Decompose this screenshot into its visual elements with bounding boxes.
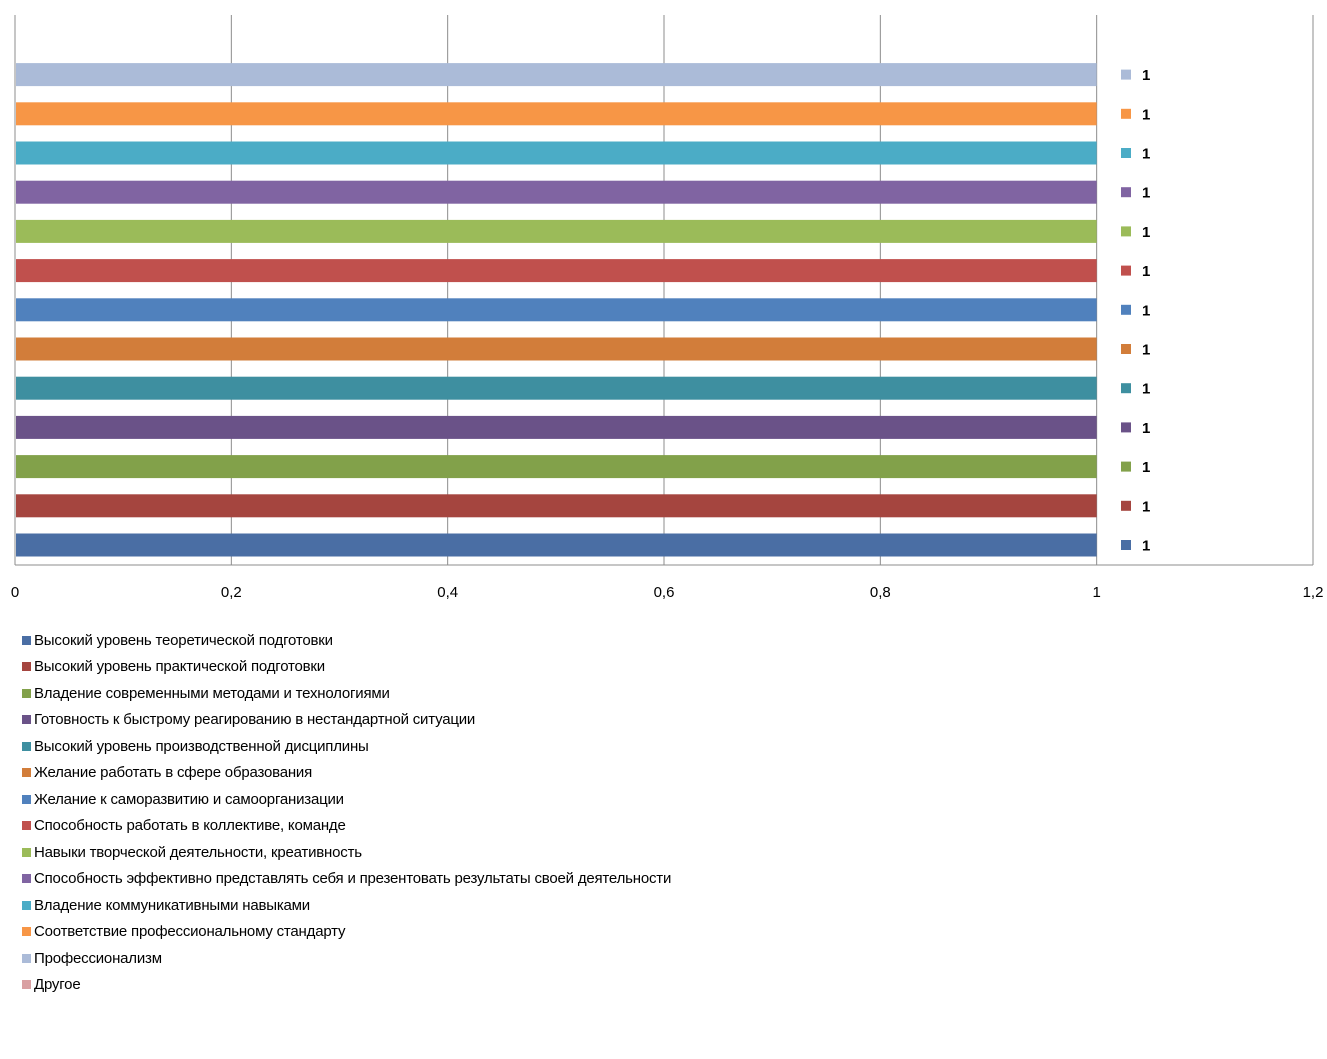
data-label: 1: [1142, 185, 1150, 202]
legend-item: Желание работать в сфере образования: [22, 760, 671, 787]
legend-item: Высокий уровень производственной дисципл…: [22, 733, 671, 760]
data-label: 1: [1142, 342, 1150, 359]
data-label-swatch: [1121, 69, 1131, 80]
legend-label: Способность эффективно представлять себя…: [34, 870, 672, 888]
legend-swatch: [22, 927, 31, 937]
bar: [16, 141, 1097, 165]
legend-swatch: [22, 688, 31, 698]
legend: Высокий уровень теоретической подготовки…: [22, 627, 671, 998]
x-tick-label: 0,6: [654, 584, 675, 601]
legend-swatch: [22, 662, 31, 672]
data-label-swatch: [1121, 187, 1131, 198]
bar: [16, 415, 1097, 439]
data-label: 1: [1142, 459, 1150, 476]
data-label: 1: [1142, 263, 1150, 280]
legend-label: Желание работать в сфере образования: [34, 764, 313, 782]
legend-item: Другое: [22, 972, 671, 999]
data-label: 1: [1142, 146, 1150, 163]
legend-swatch: [22, 741, 31, 751]
data-label-swatch: [1121, 304, 1131, 315]
legend-label: Другое: [34, 976, 81, 994]
legend-swatch: [22, 715, 31, 725]
data-label-keys: 1 1 1 1 1 1 1 1 1 1 1 1 1: [1121, 67, 1150, 555]
legend-label: Профессионализм: [34, 949, 162, 967]
data-label-swatch: [1121, 500, 1131, 511]
data-label: 1: [1142, 67, 1150, 84]
legend-label: Навыки творческой деятельности, креативн…: [34, 843, 362, 861]
data-label: 1: [1142, 224, 1150, 241]
legend-label: Высокий уровень практической подготовки: [34, 658, 325, 676]
data-label-swatch: [1121, 226, 1131, 237]
legend-swatch: [22, 847, 31, 857]
legend-item: Способность эффективно представлять себя…: [22, 866, 671, 893]
legend-item: Владение коммуникативными навыками: [22, 892, 671, 919]
legend-label: Готовность к быстрому реагированию в нес…: [34, 711, 476, 729]
legend-item: Готовность к быстрому реагированию в нес…: [22, 707, 671, 734]
legend-item: Способность работать в коллективе, коман…: [22, 813, 671, 840]
bar-chart: 1 1 1 1 1 1 1 1 1 1 1 1 1 0 0,2 0,4 0,6 0,8 1 1,2: [11, 15, 1324, 601]
legend-swatch: [22, 980, 31, 990]
legend-swatch: [22, 794, 31, 804]
bar: [16, 533, 1097, 557]
legend-label: Владение современными методами и техноло…: [34, 684, 390, 702]
legend-swatch: [22, 821, 31, 831]
legend-item: Высокий уровень теоретической подготовки: [22, 627, 671, 654]
data-label: 1: [1142, 106, 1150, 123]
data-label-swatch: [1121, 540, 1131, 550]
x-tick-label: 1: [1092, 584, 1100, 601]
bar: [16, 102, 1097, 126]
legend-item: Владение современными методами и техноло…: [22, 680, 671, 707]
data-label-swatch: [1121, 422, 1131, 433]
bar: [16, 494, 1097, 518]
bar: [16, 337, 1097, 361]
x-tick-label: 1,2: [1303, 584, 1324, 601]
data-label: 1: [1142, 381, 1150, 398]
data-label-swatch: [1121, 108, 1131, 119]
legend-swatch: [22, 635, 31, 645]
legend-label: Высокий уровень теоретической подготовки: [34, 631, 333, 649]
data-label-swatch: [1121, 265, 1131, 276]
bar: [16, 63, 1097, 87]
legend-label: Владение коммуникативными навыками: [34, 896, 310, 914]
bar: [16, 455, 1097, 479]
bars: [16, 63, 1097, 557]
legend-swatch: [22, 953, 31, 963]
x-axis-ticks: 0 0,2 0,4 0,6 0,8 1 1,2: [11, 584, 1324, 601]
legend-label: Желание к саморазвитию и самоорганизации: [34, 790, 344, 808]
legend-item: Высокий уровень практической подготовки: [22, 654, 671, 681]
legend-item: Навыки творческой деятельности, креативн…: [22, 839, 671, 866]
bar: [16, 180, 1097, 204]
data-label: 1: [1142, 498, 1150, 515]
legend-swatch: [22, 900, 31, 910]
x-tick-label: 0,2: [221, 584, 242, 601]
x-tick-label: 0,4: [437, 584, 458, 601]
data-label-swatch: [1121, 461, 1131, 472]
legend-label: Способность работать в коллективе, коман…: [34, 817, 346, 835]
data-label-swatch: [1121, 383, 1131, 394]
bar: [16, 376, 1097, 400]
data-label-swatch: [1121, 344, 1131, 354]
legend-label: Высокий уровень производственной дисципл…: [34, 737, 369, 755]
bar: [16, 259, 1097, 283]
legend-item: Желание к саморазвитию и самоорганизации: [22, 786, 671, 813]
data-label-swatch: [1121, 148, 1131, 158]
bar: [16, 298, 1097, 322]
gridlines: [14, 15, 1314, 566]
x-tick-label: 0,8: [870, 584, 891, 601]
legend-item: Соответствие профессиональному стандарту: [22, 919, 671, 946]
legend-item: Профессионализм: [22, 945, 671, 972]
data-label: 1: [1142, 538, 1150, 555]
legend-swatch: [22, 768, 31, 778]
legend-label: Соответствие профессиональному стандарту: [34, 923, 346, 941]
data-label: 1: [1142, 302, 1150, 319]
bar: [16, 219, 1097, 243]
x-tick-label: 0: [11, 584, 19, 601]
data-label: 1: [1142, 420, 1150, 437]
legend-swatch: [22, 874, 31, 884]
